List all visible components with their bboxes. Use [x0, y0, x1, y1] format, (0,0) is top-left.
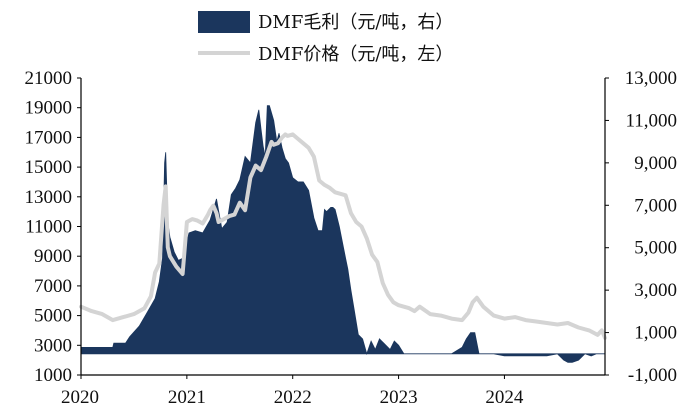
y-left-tick-label: 5000	[34, 306, 72, 327]
y-left-tick-label: 15000	[25, 157, 73, 178]
x-tick-label: 2024	[485, 387, 524, 408]
y-right-tick-label: 13,000	[625, 68, 677, 89]
plot-area	[81, 106, 605, 363]
legend-label-margin: DMF毛利（元/吨，右）	[258, 12, 453, 33]
y-right-tick-label: 1,000	[634, 323, 677, 344]
y-right-tick-label: 7,000	[634, 195, 677, 216]
x-tick-label: 2023	[380, 387, 418, 408]
legend-swatch-margin	[198, 11, 250, 33]
y-left-tick-label: 7000	[34, 276, 72, 297]
y-right-tick-label: 5,000	[634, 238, 677, 259]
y-right-tick-label: 3,000	[634, 280, 677, 301]
y-left-tick-label: 11000	[25, 217, 72, 238]
y-left-tick-label: 9000	[34, 246, 72, 267]
legend: DMF毛利（元/吨，右） DMF价格（元/吨，左）	[198, 11, 453, 65]
x-tick-label: 2021	[168, 387, 206, 408]
y-left-tick-label: 17000	[25, 127, 73, 148]
y-left-tick-label: 3000	[34, 335, 72, 356]
y-left-tick-label: 19000	[25, 98, 73, 119]
y-left-tick-label: 13000	[25, 187, 73, 208]
y-right-tick-label: -1,000	[628, 365, 677, 386]
x-tick-label: 2022	[274, 387, 312, 408]
x-tick-label: 2020	[61, 387, 99, 408]
y-left-tick-label: 21000	[25, 68, 73, 89]
y-right-tick-label: 11,000	[625, 110, 677, 131]
y-right-tick-label: 9,000	[634, 153, 677, 174]
legend-label-price: DMF价格（元/吨，左）	[258, 44, 453, 65]
y-left-tick-label: 1000	[34, 365, 72, 386]
